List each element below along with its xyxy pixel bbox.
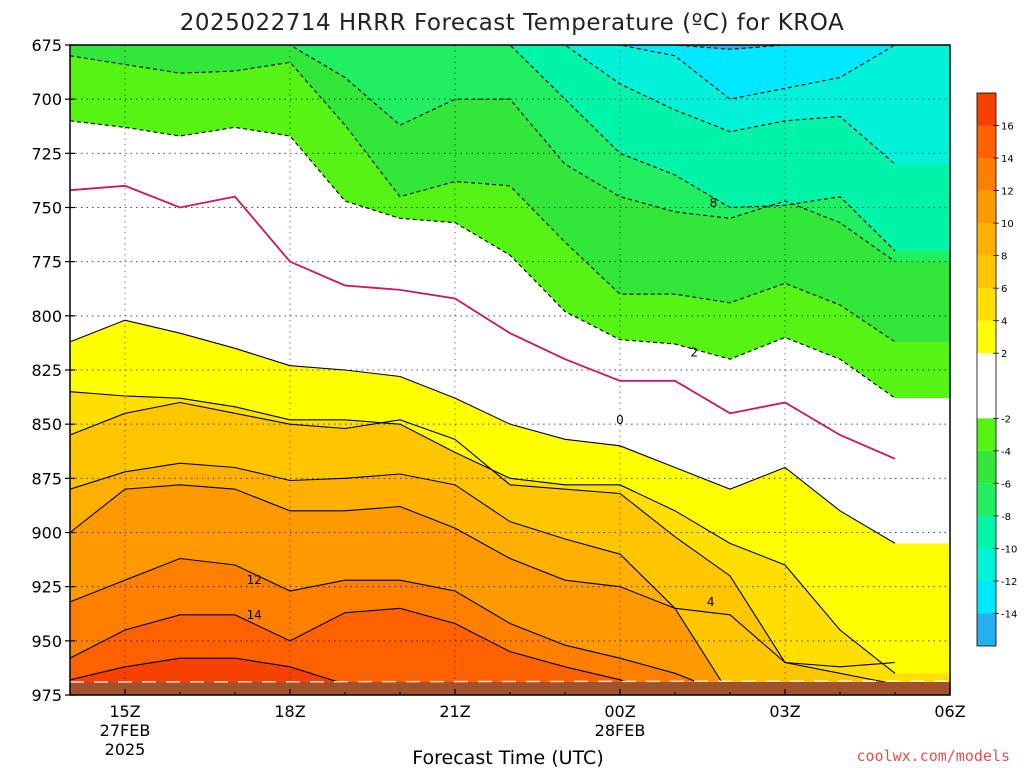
contour-label-14: 14	[247, 608, 262, 622]
colorbar: -14 -12 -10 -8 -6 -4 -2 2 4 6 8 10 12 14 16	[976, 92, 1017, 647]
colorbar-band--4--2	[977, 418, 996, 451]
ground-edge	[69, 680, 951, 683]
x-tick-label-21Z: 21Z	[439, 702, 470, 721]
y-tick-label-975: 975	[31, 686, 62, 705]
y-tick-label-750: 750	[31, 199, 62, 218]
x-tick-label-15Z: 15Z	[109, 702, 140, 721]
x-axis-label: Forecast Time (UTC)	[412, 747, 603, 768]
colorbar-tick-label-2: 2	[1001, 349, 1007, 360]
y-tick-label-900: 900	[31, 524, 62, 543]
isotherm--8	[70, 44, 896, 252]
isotherm-10	[69, 484, 896, 668]
colorbar-tick-label--2: -2	[1001, 414, 1011, 425]
contour-labels: 12 14 4 0 2 8	[247, 196, 718, 622]
y-tick-label-800: 800	[31, 307, 62, 326]
colorbar-band-8-10	[977, 223, 996, 256]
colorbar-tick-label-14: 14	[1001, 154, 1014, 165]
y-tick-label-875: 875	[31, 469, 62, 488]
y-tick-label-700: 700	[31, 90, 62, 109]
y-tick-label-950: 950	[31, 632, 62, 651]
y-axis: 675 700 725 750 775 800 825 850 875 900 925 950 975	[31, 36, 75, 705]
isotherm--10	[70, 44, 896, 165]
colorbar-tick-label-6: 6	[1001, 284, 1007, 295]
contour-label-0: 0	[616, 413, 624, 427]
isotherm-4	[69, 391, 896, 674]
y-tick-label-925: 925	[31, 578, 62, 597]
credit-text: coolwx.com/models	[856, 747, 1010, 765]
x-tick-label-03Z: 03Z	[769, 702, 800, 721]
x-tick-label-18Z: 18Z	[274, 702, 305, 721]
colorbar-band--14--12	[977, 580, 996, 614]
colorbar-tick-label-16: 16	[1001, 122, 1014, 133]
contour-label-12: 12	[247, 573, 262, 587]
colorbar-tick-label-4: 4	[1001, 317, 1007, 328]
colorbar-band-6-8	[977, 255, 996, 289]
colorbar-band-4-6	[977, 288, 996, 321]
x-tick-label-00Z: 00Z	[604, 702, 635, 721]
colorbar-tick-label-8: 8	[1001, 252, 1007, 263]
colorbar-band-16-18	[977, 93, 996, 126]
colorbar-tick-label-10: 10	[1001, 219, 1014, 230]
colorbar-band--2-2	[977, 353, 996, 419]
x-tick-date: 27FEB	[100, 721, 151, 740]
y-tick-label-850: 850	[31, 415, 62, 434]
isotherm-6	[69, 401, 896, 685]
x-tick-date: 28FEB	[595, 721, 646, 740]
band-fill-below--14	[70, 45, 950, 50]
y-tick-label-775: 775	[31, 253, 62, 272]
contour-label-8: 8	[710, 196, 718, 210]
isotherm-0	[69, 184, 896, 460]
colorbar-band-14-16	[977, 125, 996, 159]
isotherm-2	[69, 319, 896, 544]
colorbar-band-12-14	[977, 158, 996, 191]
band-fill-below--12	[70, 45, 950, 100]
isotherm--14	[70, 44, 895, 50]
colorbar-band-10-12	[977, 190, 996, 224]
colorbar-tick-label--6: -6	[1001, 479, 1011, 490]
colorbar-band--16--14	[977, 613, 996, 646]
colorbar-band--12--10	[977, 548, 996, 581]
colorbar-tick-label-12: 12	[1001, 187, 1014, 198]
x-tick-year: 2025	[105, 740, 146, 759]
colorbar-tick-label--10: -10	[1001, 544, 1017, 555]
colorbar-tick-label--4: -4	[1001, 447, 1011, 458]
chart-title: 2025022714 HRRR Forecast Temperature (ºC…	[180, 10, 844, 36]
colorbar-band--8--6	[977, 483, 996, 516]
y-tick-label-825: 825	[31, 361, 62, 380]
colorbar-tick-label--14: -14	[1001, 609, 1017, 620]
contour-label-2: 2	[690, 346, 698, 360]
y-tick-label-675: 675	[31, 36, 62, 55]
x-tick-label-06Z: 06Z	[934, 702, 965, 721]
contour-label-4: 4	[707, 595, 715, 609]
colorbar-band-2-4	[977, 320, 996, 354]
colorbar-tick-label--12: -12	[1001, 577, 1017, 588]
colorbar-band--6--4	[977, 450, 996, 484]
colorbar-tick-label--8: -8	[1001, 512, 1011, 523]
isotherm--2	[69, 120, 896, 399]
colorbar-frame	[976, 92, 997, 647]
y-tick-label-725: 725	[31, 144, 62, 163]
colorbar-band--10--8	[977, 515, 996, 549]
